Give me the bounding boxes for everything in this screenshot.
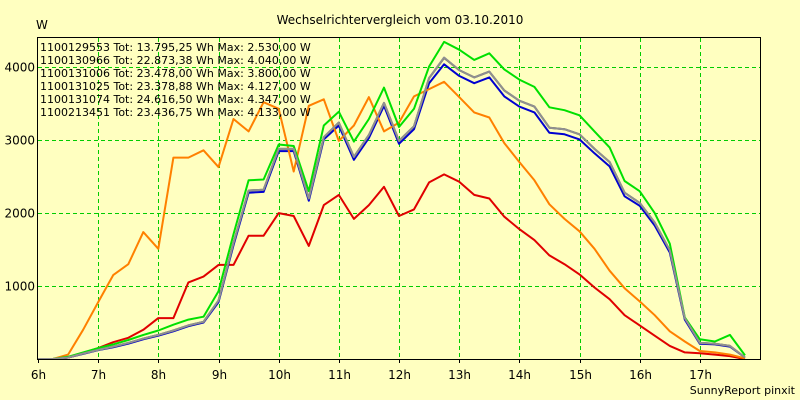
footer-credit: SunnyReport pinxit <box>690 384 796 397</box>
legend-entry-1100130966: 1100130966 Tot: 22.873,38 Wh Max: 4.040,… <box>40 54 311 67</box>
y-tick-label: 4000 <box>4 61 35 75</box>
legend: 1100129553 Tot: 13.795,25 Wh Max: 2.530,… <box>40 41 311 119</box>
x-tick-label: 12h <box>388 368 411 382</box>
x-tick-label: 16h <box>629 368 652 382</box>
x-tick-label: 13h <box>448 368 471 382</box>
series-lines <box>38 40 746 360</box>
legend-entry-1100131074: 1100131074 Tot: 24.616,50 Wh Max: 4.347,… <box>40 93 311 106</box>
series-line-1100131006 <box>38 80 746 360</box>
y-tick-label: 1000 <box>4 280 35 294</box>
x-tick-label: 9h <box>212 368 227 382</box>
x-tick-label: 15h <box>569 368 592 382</box>
y-tick-label: 3000 <box>4 134 35 148</box>
x-tick-label: 14h <box>508 368 531 382</box>
x-tick-label: 7h <box>91 368 106 382</box>
chart-title: Wechselrichtervergleich vom 03.10.2010 <box>277 13 524 27</box>
y-tick-label: 2000 <box>4 207 35 221</box>
series-line-1100129553 <box>38 173 746 360</box>
x-tick-label: 17h <box>689 368 712 382</box>
y-axis-unit-label: W <box>36 18 48 32</box>
x-tick-label: 8h <box>151 368 166 382</box>
x-tick-label: 6h <box>31 368 46 382</box>
x-tick-label: 11h <box>328 368 351 382</box>
x-tick-label: 10h <box>268 368 291 382</box>
legend-entry-1100131006: 1100131006 Tot: 23.478,00 Wh Max: 3.800,… <box>40 67 311 80</box>
y-axis-ticks: 1000 2000 3000 4000 <box>4 61 35 294</box>
legend-entry-1100131025: 1100131025 Tot: 23.378,88 Wh Max: 4.127,… <box>40 80 311 93</box>
x-axis-ticks: 6h 7h 8h 9h 10h 11h 12h 13h 14h 15h 16h 17h <box>31 359 712 382</box>
series-line-1100131074 <box>38 40 746 360</box>
legend-entry-1100129553: 1100129553 Tot: 13.795,25 Wh Max: 2.530,… <box>40 41 311 54</box>
series-line-1100213451 <box>38 56 746 360</box>
legend-entry-1100213451: 1100213451 Tot: 23.436,75 Wh Max: 4.133,… <box>40 106 311 119</box>
